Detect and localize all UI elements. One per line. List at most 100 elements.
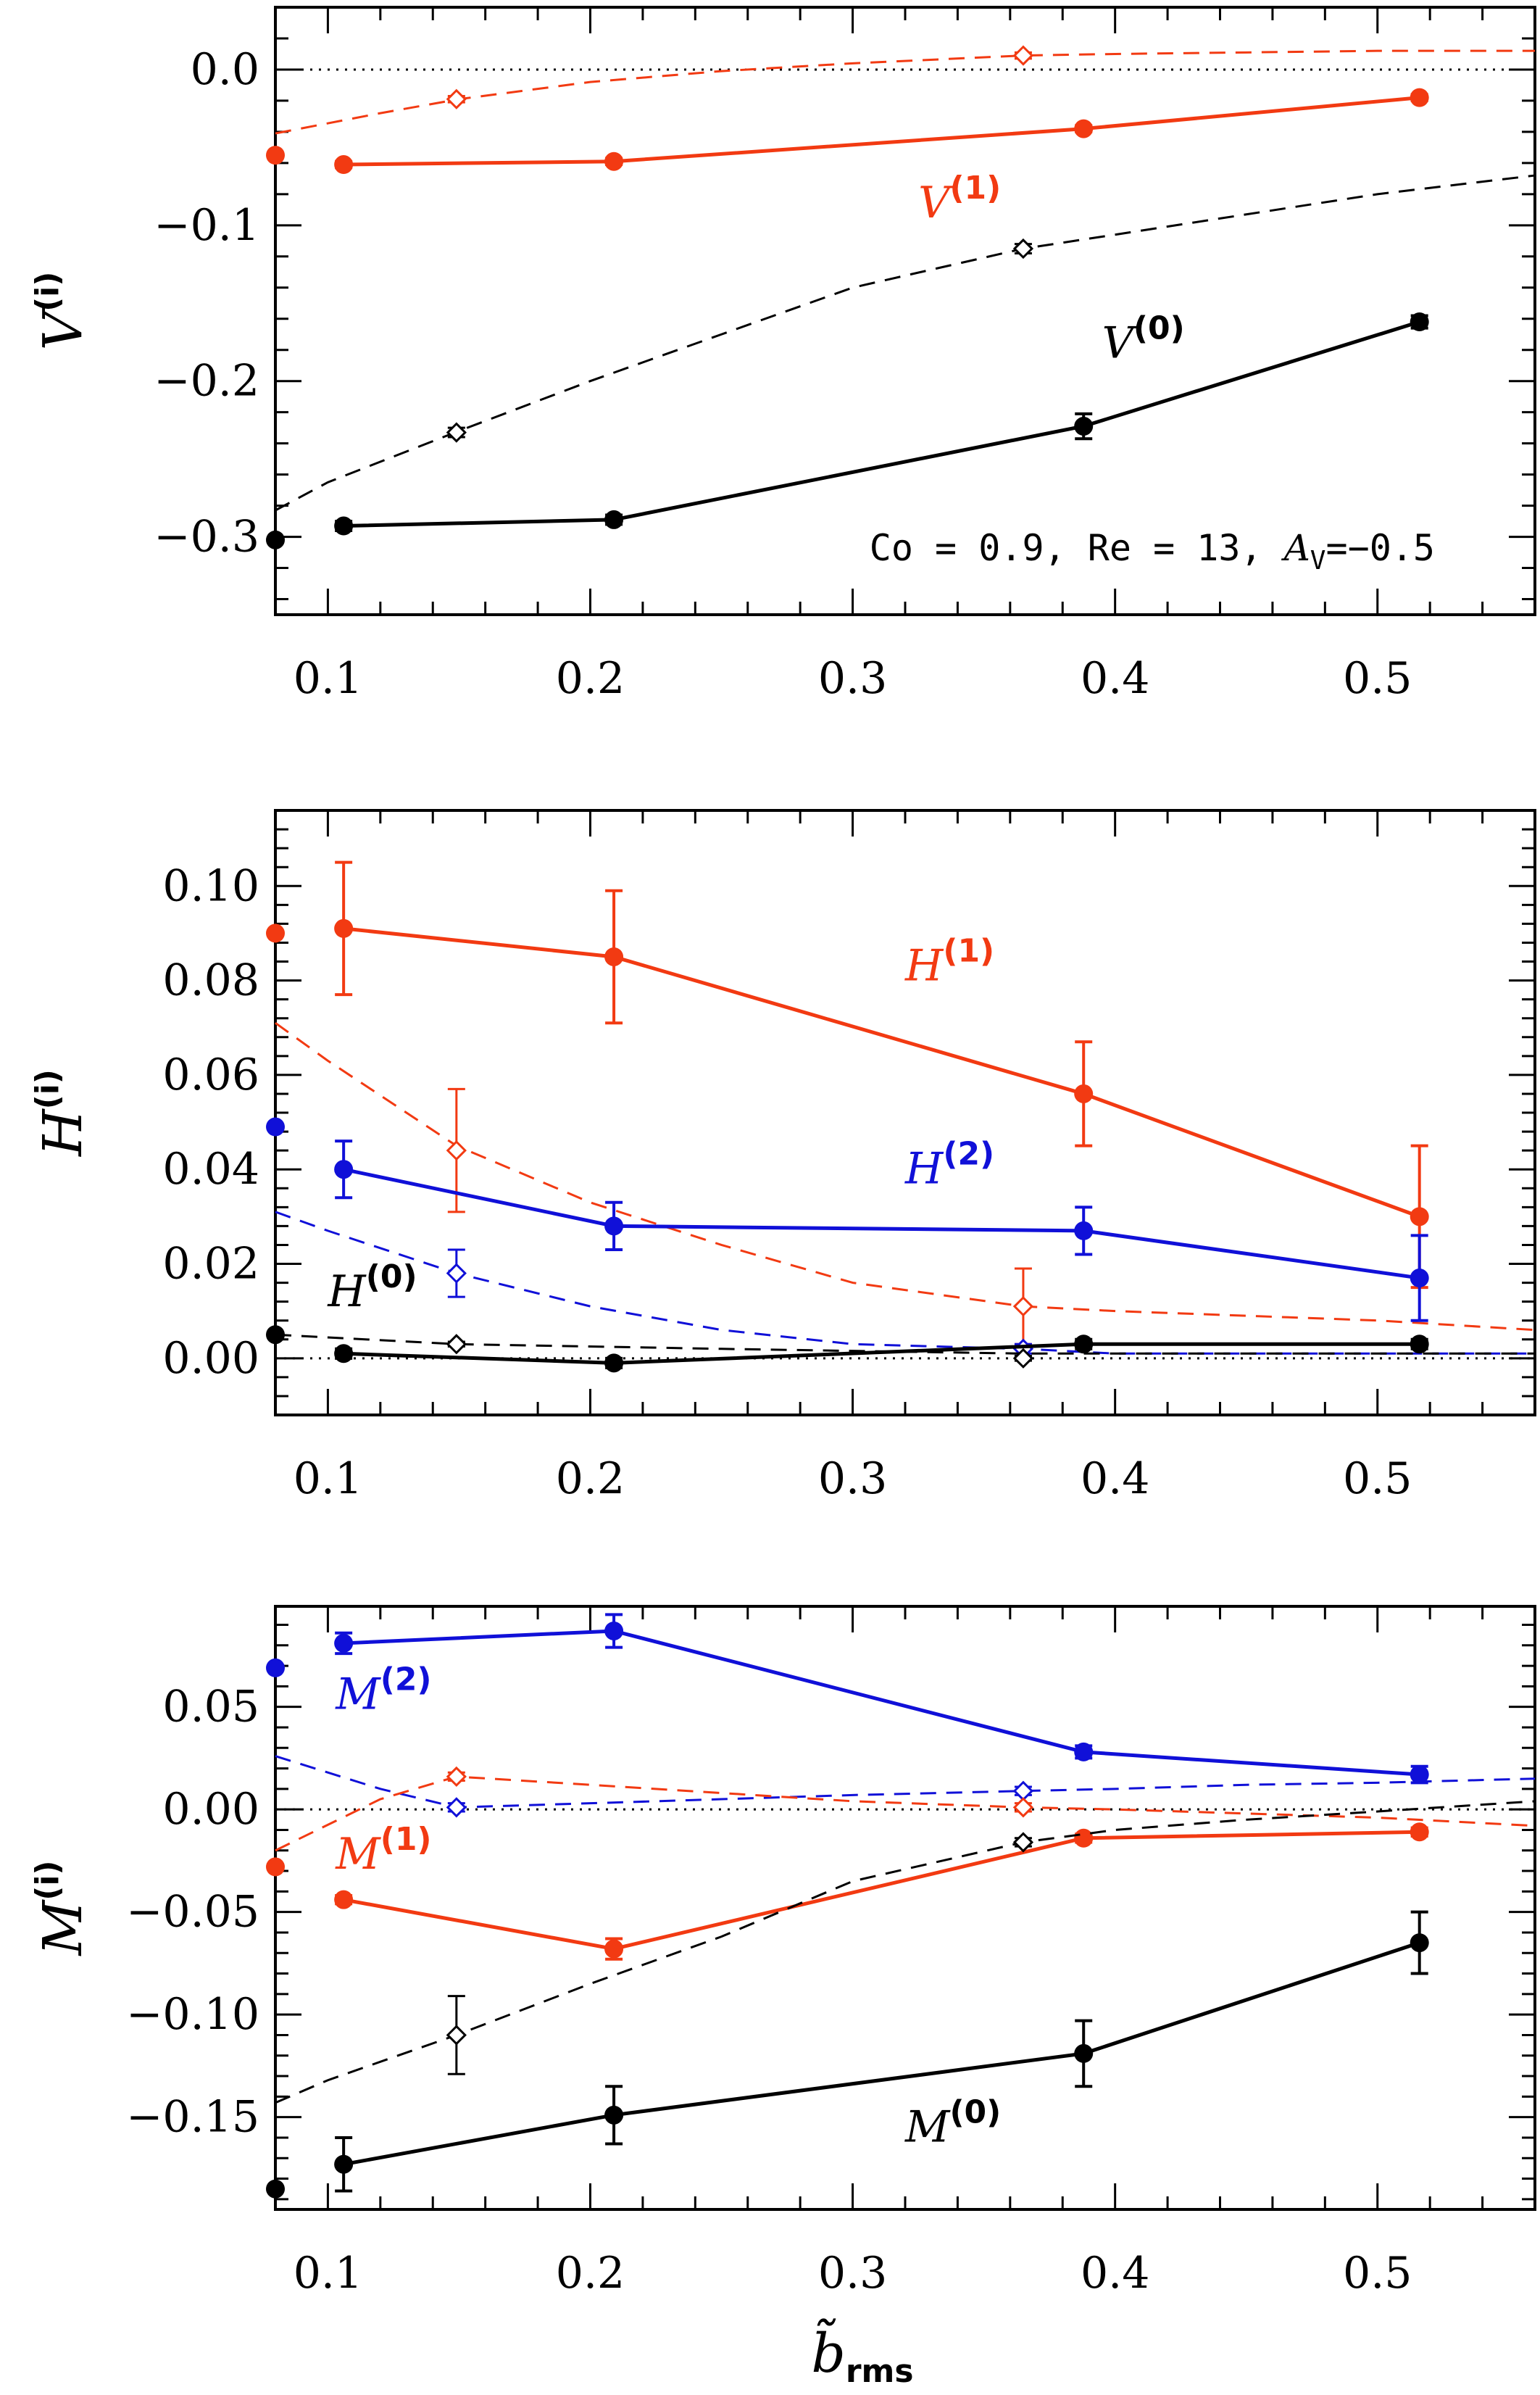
m-1-simulation-point <box>1074 1828 1094 1848</box>
panel-h: 0.1 0.2 0.3 0.4 0.5 0.10 0.08 0.06 0.04 0.02 0.00 H… <box>29 809 1536 1504</box>
v-1-simulation-line <box>344 96 1420 167</box>
parameter-a: A <box>1281 527 1310 569</box>
v-1-simulation-point <box>1410 88 1429 107</box>
y-tick-label: 0.05 <box>162 1682 259 1732</box>
m-2-simulation-line <box>344 1629 1420 1777</box>
v-1-simulation-point <box>604 151 624 171</box>
h-1-simulation-line <box>343 926 1420 1219</box>
m-1-simulation-point <box>604 1939 624 1959</box>
m-2-model-line <box>275 1755 1536 1809</box>
x-tick-label: 0.4 <box>1081 2248 1149 2299</box>
h-1-model-points-point <box>446 1140 467 1161</box>
h-1-start-point <box>266 923 285 943</box>
x-tick-label: 0.5 <box>1343 1453 1412 1504</box>
h-1-simulation-point <box>1410 1207 1429 1226</box>
series-label-m-2: M(2) <box>335 1661 431 1719</box>
parameter-text: Co = 0.9, Re = 13, <box>870 527 1284 569</box>
h-1-simulation-point <box>604 947 624 966</box>
parameter-a-sub: V <box>1310 546 1326 576</box>
m-0-simulation-point <box>604 2105 624 2125</box>
series-label-m-0: M(0) <box>904 2094 1001 2153</box>
m-0-simulation-point <box>334 2154 354 2174</box>
m-0-model-line <box>275 1800 1536 2104</box>
series-label-sup: (2) <box>943 1136 994 1173</box>
h-2-simulation-point <box>334 1160 354 1179</box>
v-0-simulation-point <box>1074 417 1094 436</box>
y-axis-label-main: M <box>32 1899 94 1957</box>
v-0-simulation-point <box>604 510 624 529</box>
x-tick-label: 0.5 <box>1343 2248 1412 2299</box>
m-2-simulation-point <box>1074 1742 1094 1761</box>
m-0-simulation-point <box>1410 1933 1429 1953</box>
v-1-start-point <box>266 146 285 165</box>
y-tick-label: −0.2 <box>154 356 259 407</box>
x-tick-label: 0.4 <box>1081 1453 1149 1504</box>
h-0-simulation-line <box>344 1342 1420 1365</box>
h-0-simulation-point <box>604 1353 624 1373</box>
h-1-model-points-point <box>1012 1296 1034 1317</box>
m-1-model-points-point <box>1012 1797 1034 1818</box>
parameter-a-value: =−0.5 <box>1325 527 1435 569</box>
h-2-simulation-point <box>1410 1269 1429 1288</box>
m-1-model-points-point <box>446 1766 467 1788</box>
series-label-sup: (0) <box>366 1258 417 1295</box>
y-tick-label: −0.1 <box>154 200 259 251</box>
h-1-simulation-point <box>1074 1084 1094 1103</box>
x-tick-label: 0.3 <box>818 1453 887 1504</box>
series-label-main: H <box>904 1144 944 1195</box>
x-tick-label: 0.5 <box>1343 653 1412 704</box>
series-label-main: V <box>918 178 954 228</box>
m-0-model-points-point <box>1012 1832 1034 1853</box>
panel-v: 0.1 0.2 0.3 0.4 0.50.0−0.1−0.2−0.3V(i)V(1)V(… <box>29 6 1536 704</box>
v-0-start-point <box>266 530 285 549</box>
y-axis-label: M(i) <box>29 1860 94 1956</box>
series-label-sup: (2) <box>380 1661 432 1698</box>
x-axis-label-sub: rms <box>846 2353 914 2390</box>
h-0-model-points-point <box>1012 1348 1034 1369</box>
y-axis-label: V(i) <box>29 272 94 351</box>
y-tick-label: 0.0 <box>191 44 259 95</box>
h-2-start-point <box>266 1117 285 1137</box>
m-2-simulation-point <box>604 1621 624 1640</box>
m-1-simulation-line <box>343 1830 1420 1951</box>
x-tick-label: 0.1 <box>294 2248 362 2299</box>
x-tick-label: 0.4 <box>1081 653 1149 704</box>
h-0-model-points-point <box>446 1334 467 1355</box>
h-2-model-points-point <box>446 1263 467 1284</box>
series-label-h-2: H(2) <box>904 1136 994 1195</box>
y-tick-label: −0.05 <box>126 1887 259 1938</box>
v-0-simulation-point <box>1410 312 1429 332</box>
panel-m: 0.1 0.2 0.3 0.4 0.50.050.00−0.05−0.10−0.15M(… <box>29 1605 1536 2299</box>
v-1-model-points-point <box>446 88 467 109</box>
y-tick-label: −0.10 <box>126 1989 259 2040</box>
h-0-simulation-point <box>334 1344 354 1363</box>
series-label-main: V <box>1102 317 1138 368</box>
m-1-simulation-point <box>334 1890 354 1909</box>
y-axis-label-main: V <box>32 307 94 350</box>
y-axis-label-sup: (i) <box>29 1069 66 1109</box>
m-1-simulation-point <box>1410 1822 1429 1842</box>
m-2-model-points-point <box>446 1797 467 1818</box>
series-label-main: H <box>327 1266 367 1317</box>
v-1-model-points-point <box>1012 45 1034 66</box>
series-label-m-1: M(1) <box>335 1821 431 1880</box>
series-label-sup: (1) <box>949 170 1001 207</box>
x-tick-label: 0.1 <box>294 653 362 704</box>
m-0-simulation-point <box>1074 2043 1094 2063</box>
series-label-main: M <box>904 2102 951 2153</box>
v-0-model-points-point <box>1012 238 1034 260</box>
y-tick-label: 0.08 <box>162 955 259 1006</box>
m-1-model-line <box>275 1775 1536 1852</box>
v-1-simulation-point <box>1074 119 1094 138</box>
v-1-model-line <box>275 49 1535 135</box>
series-label-sup: (0) <box>949 2094 1001 2131</box>
m-2-model-points-point <box>1012 1780 1034 1801</box>
h-1-model-line <box>275 1021 1536 1332</box>
y-axis-label-sup: (i) <box>29 1860 66 1900</box>
y-axis-label-sup: (i) <box>29 272 66 312</box>
series-label-sup: (1) <box>943 933 994 970</box>
x-axis-label: b̃rms <box>811 2318 913 2390</box>
h-2-model-line <box>275 1211 1535 1355</box>
m-0-start-point <box>266 2179 285 2199</box>
